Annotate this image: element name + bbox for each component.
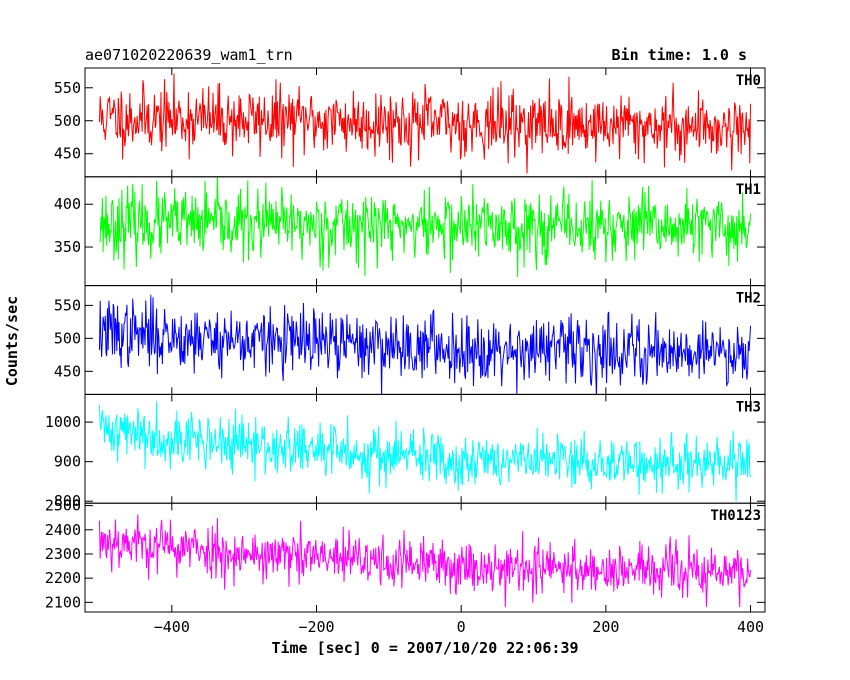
y-tick-label: 550 bbox=[54, 296, 81, 314]
y-tick-label: 2400 bbox=[45, 521, 81, 539]
x-tick-label: 400 bbox=[737, 618, 764, 636]
y-tick-label: 500 bbox=[54, 329, 81, 347]
y-tick-label: 350 bbox=[54, 238, 81, 256]
x-axis-label: Time [sec] 0 = 2007/10/20 22:06:39 bbox=[271, 639, 578, 657]
y-tick-label: 2200 bbox=[45, 569, 81, 587]
panels-layer: 450 500 550 TH0 350 400 TH1 450 500 550 TH2 800 900 1… bbox=[45, 67, 766, 636]
panel-th2: 450 500 550 TH2 bbox=[54, 285, 766, 395]
panel-label-th2: TH2 bbox=[736, 291, 761, 307]
y-tick-label: 2500 bbox=[45, 497, 81, 515]
series-line-th2 bbox=[98, 294, 752, 395]
y-tick-label: 450 bbox=[54, 145, 81, 163]
panel-label-th0123: TH0123 bbox=[710, 508, 761, 524]
panel-label-th0: TH0 bbox=[736, 73, 761, 89]
y-tick-label: 2300 bbox=[45, 545, 81, 563]
y-tick-label: 2100 bbox=[45, 593, 81, 611]
y-axis-label: Counts/sec bbox=[3, 296, 21, 386]
y-tick-label: 1000 bbox=[45, 413, 81, 431]
x-tick-label: −400 bbox=[154, 618, 190, 636]
bin-time-label: Bin time: 1.0 s bbox=[612, 46, 747, 64]
y-tick-label: 500 bbox=[54, 112, 81, 130]
series-line-th1 bbox=[99, 176, 752, 277]
y-tick-label: 800 bbox=[54, 492, 81, 510]
x-tick-label: 200 bbox=[592, 618, 619, 636]
x-tick-label: −200 bbox=[298, 618, 334, 636]
y-tick-label: 550 bbox=[54, 79, 81, 97]
panel-th1: 350 400 TH1 bbox=[54, 176, 766, 287]
panel-frame bbox=[84, 502, 766, 613]
series-line-th0123 bbox=[98, 514, 752, 608]
series-line-th0 bbox=[98, 73, 752, 174]
series-line-th3 bbox=[98, 401, 752, 502]
panel-label-th3: TH3 bbox=[736, 399, 761, 415]
panel-th0: 450 500 550 TH0 bbox=[54, 67, 766, 178]
y-tick-label: 450 bbox=[54, 362, 81, 380]
panel-th3: 800 900 1000 TH3 bbox=[45, 393, 766, 510]
x-tick-label: 0 bbox=[457, 618, 466, 636]
y-tick-label: 400 bbox=[54, 195, 81, 213]
panel-th0123: 2100 2200 2300 2400 2500 TH0123 bbox=[45, 497, 766, 613]
y-tick-label: 900 bbox=[54, 453, 81, 471]
panel-label-th1: TH1 bbox=[736, 182, 761, 198]
chart-title: ae071020220639_wam1_trn bbox=[85, 46, 293, 64]
